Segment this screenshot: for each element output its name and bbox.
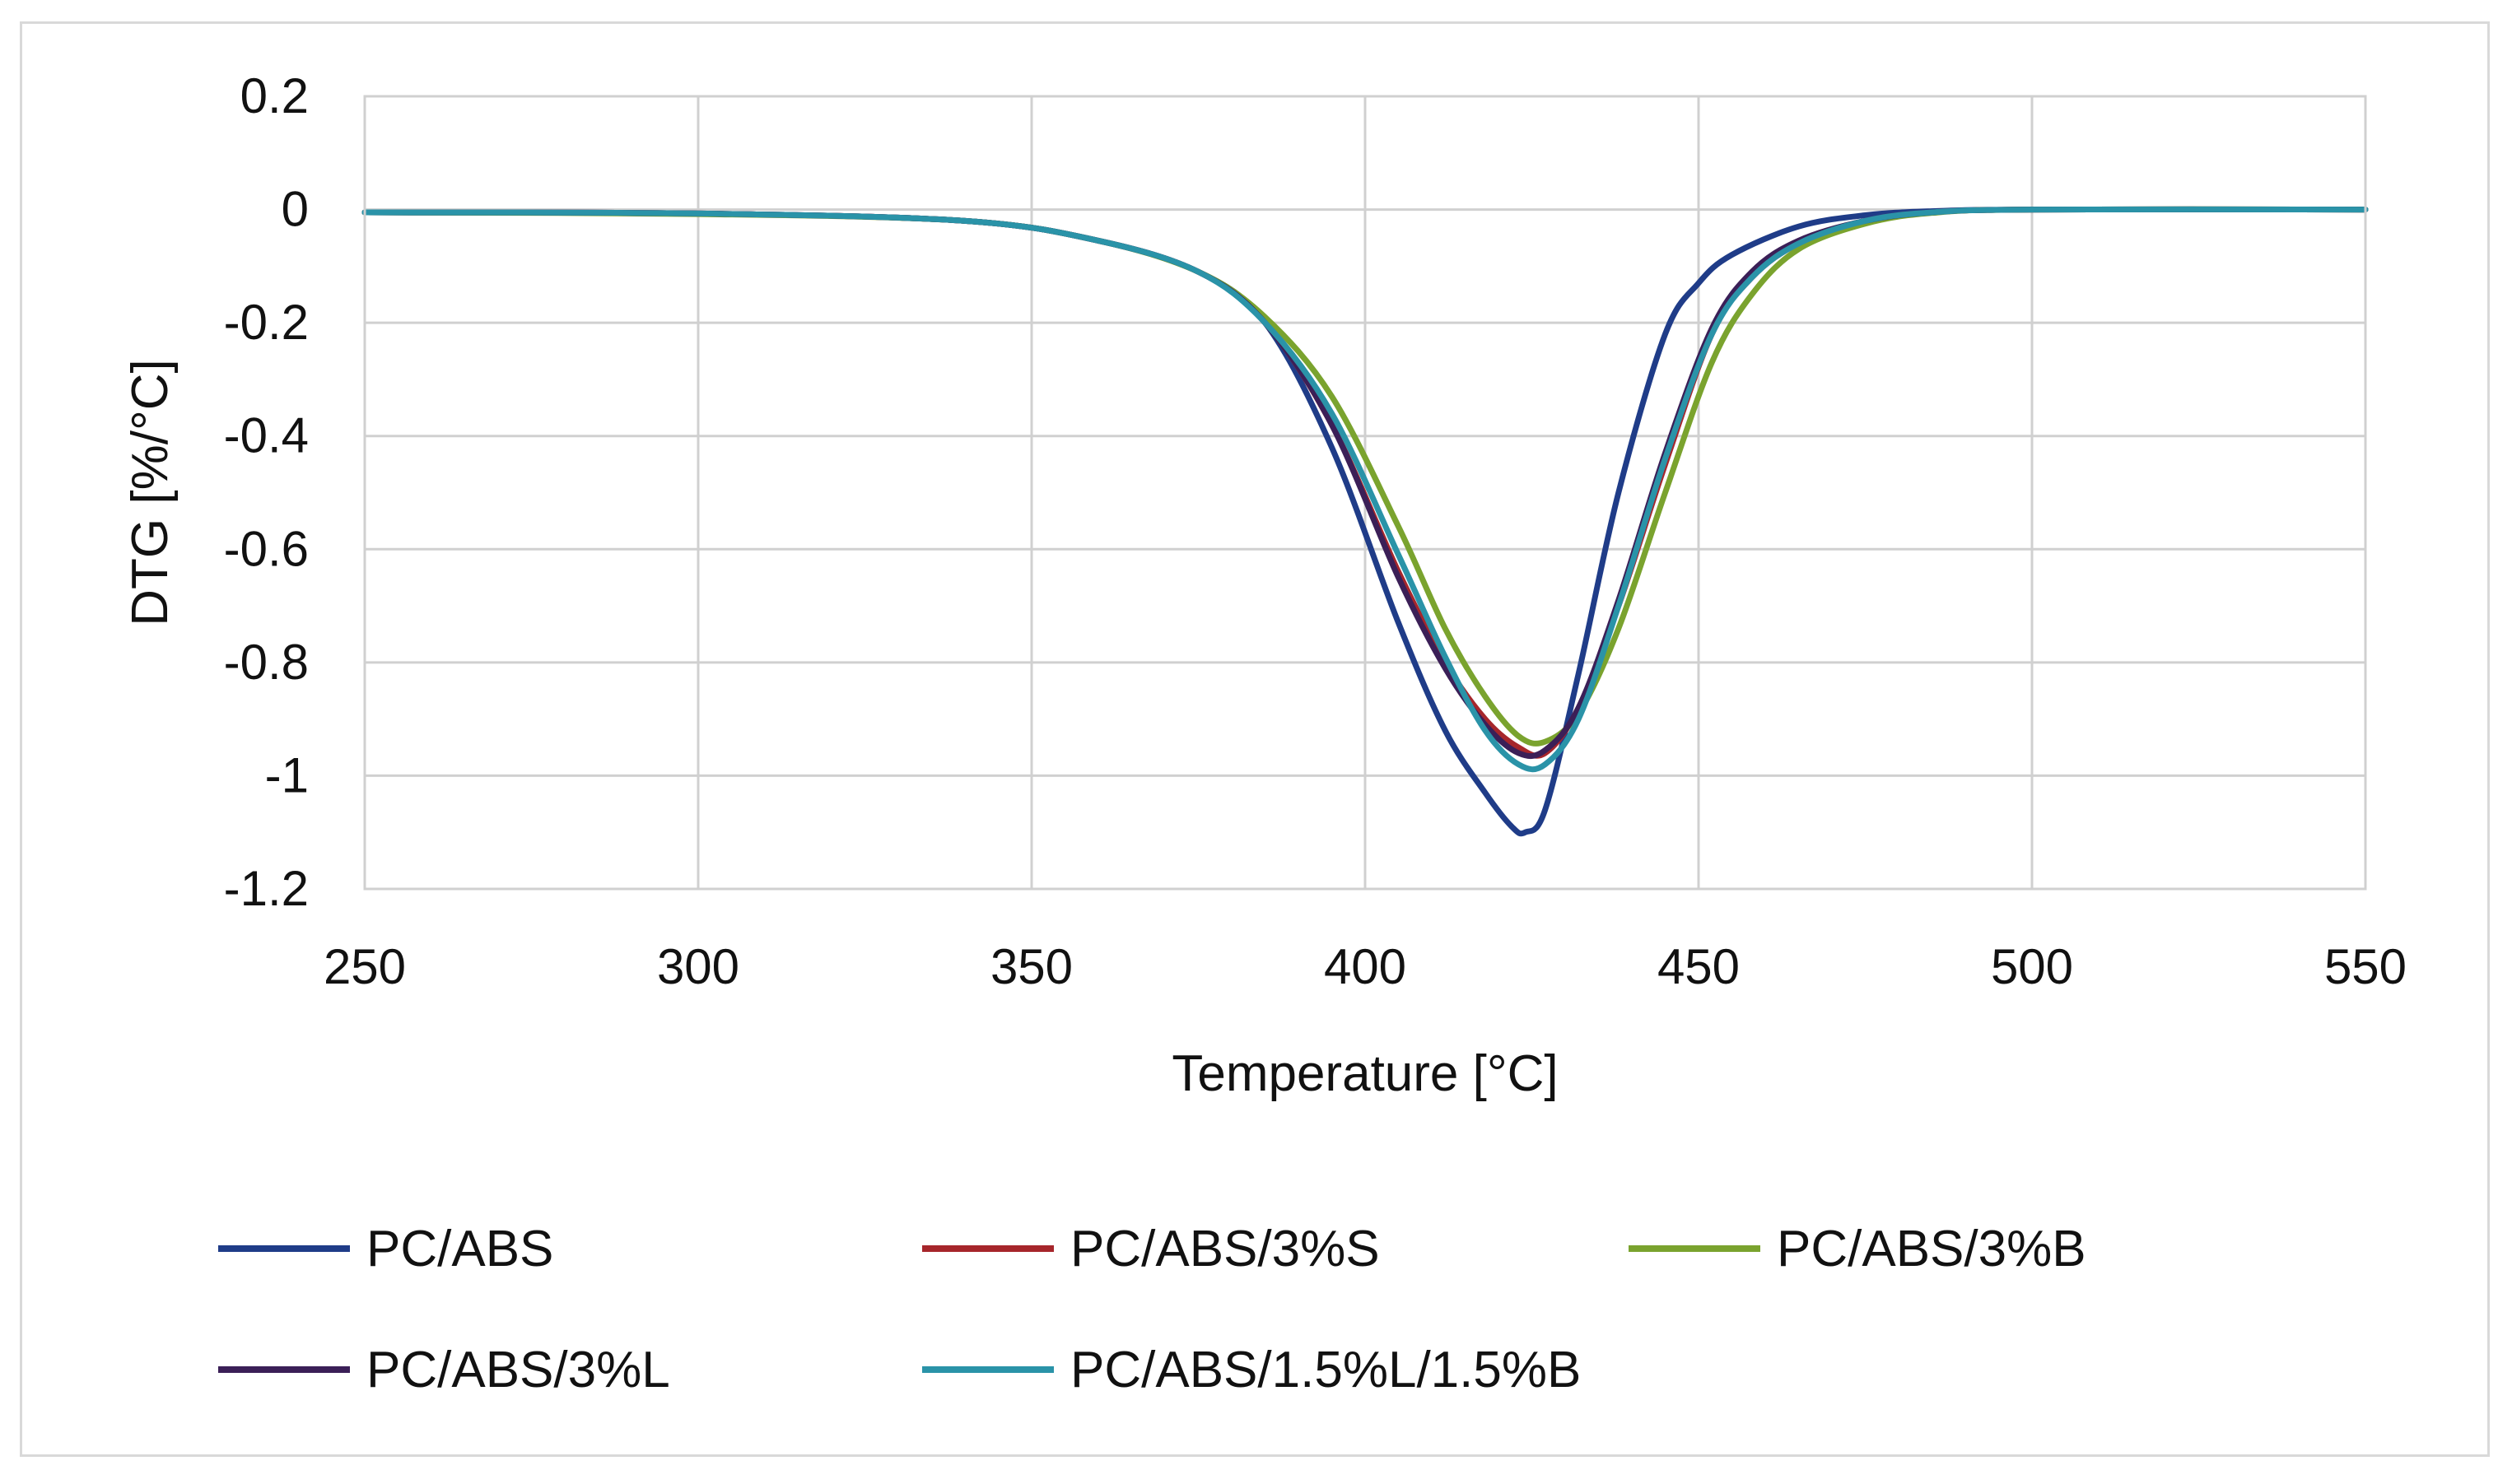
x-tick-labels: 250 300 350 400 450 500 550 [324,939,2407,994]
legend-label: PC/ABS [366,1221,553,1277]
x-tick-label: 450 [1657,939,1740,994]
legend: PC/ABS PC/ABS/3%S PC/ABS/3%B PC/ABS/3%L PC/A… [218,1221,2086,1398]
legend-label: PC/ABS/3%B [1777,1221,2086,1277]
y-tick-label: 0.2 [240,68,309,123]
y-tick-labels: 0.2 0 -0.2 -0.4 -0.6 -0.8 -1 -1.2 [224,68,309,916]
x-tick-label: 500 [1991,939,2073,994]
x-tick-label: 250 [324,939,406,994]
series-line-5 [361,206,2369,773]
y-tick-label: 0 [282,182,309,237]
x-tick-label: 550 [2324,939,2407,994]
y-tick-label: -0.2 [224,295,309,350]
y-tick-label: -1.2 [224,861,309,916]
y-tick-label: -0.6 [224,521,309,576]
chart-frame [20,21,2490,1457]
series-lines [361,206,2369,837]
legend-label: PC/ABS/1.5%L/1.5%B [1070,1342,1581,1398]
x-tick-label: 400 [1324,939,1406,994]
x-axis-title: Temperature [°C] [1172,1045,1558,1102]
legend-label: PC/ABS/3%L [366,1342,670,1398]
x-tick-label: 300 [657,939,739,994]
y-tick-label: -0.8 [224,635,309,690]
plot-area-border [363,95,2367,891]
y-axis-title: DTG [%/°C] [122,359,179,626]
x-tick-label: 350 [990,939,1073,994]
y-tick-label: -1 [265,747,309,802]
legend-label: PC/ABS/3%S [1070,1221,1380,1277]
y-tick-label: -0.4 [224,408,309,463]
